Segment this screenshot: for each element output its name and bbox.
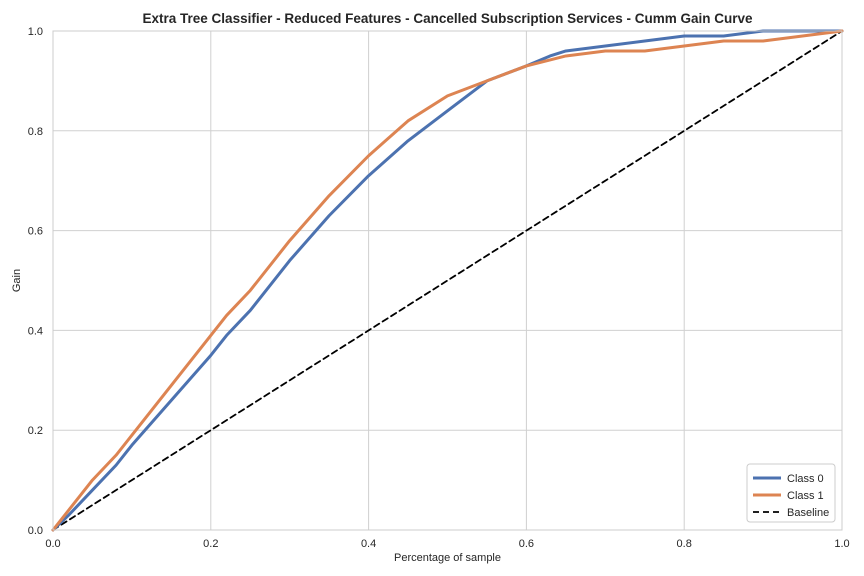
y-tick-label: 0.2 [28, 425, 43, 437]
series-line-class-0 [51, 29, 844, 532]
legend: Class 0 Class 1 Baseline [746, 463, 836, 523]
chart-title: Extra Tree Classifier - Reduced Features… [143, 11, 753, 26]
x-tick-label: 1.0 [834, 538, 849, 550]
series-line-class-1 [51, 29, 844, 532]
plot-frame [52, 30, 843, 531]
legend-label: Class 0 [787, 473, 824, 485]
series-line-baseline [52, 30, 843, 531]
y-tick-label: 0.4 [28, 325, 43, 337]
baseline-layer [52, 30, 843, 531]
x-tick-label: 0.6 [519, 538, 534, 550]
y-tick-label: 0.0 [28, 525, 43, 537]
y-axis-ticks: 0.0 0.2 0.4 0.6 0.8 1.0 [28, 26, 43, 537]
legend-label: Class 1 [787, 490, 824, 502]
x-axis-ticks: 0.0 0.2 0.4 0.6 0.8 1.0 [45, 538, 849, 550]
series-layer [51, 29, 844, 532]
y-tick-label: 0.8 [28, 126, 43, 138]
x-tick-label: 0.8 [677, 538, 692, 550]
y-tick-label: 0.6 [28, 226, 43, 238]
x-tick-label: 0.2 [203, 538, 218, 550]
y-axis-label: Gain [11, 269, 23, 292]
legend-label: Baseline [787, 507, 829, 519]
y-tick-label: 1.0 [28, 26, 43, 38]
x-axis-label: Percentage of sample [394, 552, 501, 564]
x-tick-label: 0.4 [361, 538, 376, 550]
x-tick-label: 0.0 [45, 538, 60, 550]
